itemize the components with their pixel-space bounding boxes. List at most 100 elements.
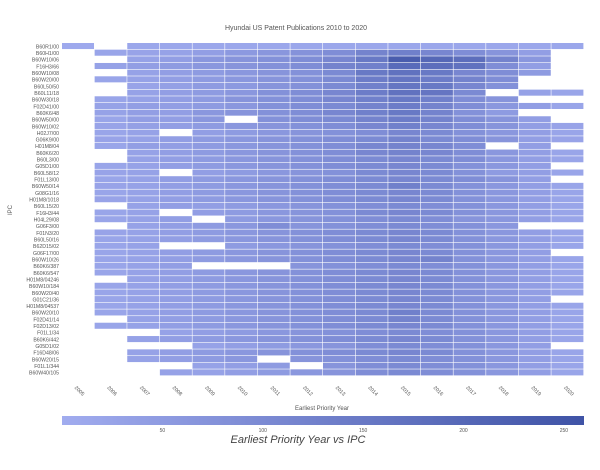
- heatmap-cell: [159, 176, 192, 183]
- heatmap-cell: [551, 189, 584, 196]
- heatmap-cell: [323, 256, 356, 263]
- y-tick-label: B60L58/12: [34, 171, 59, 177]
- heatmap-cell: [551, 149, 584, 156]
- heatmap-cell: [290, 162, 323, 169]
- heatmap-cell: [420, 316, 453, 323]
- y-tick-label: B60W40/105: [29, 371, 59, 377]
- heatmap-cell: [62, 109, 95, 116]
- heatmap-cell: [290, 222, 323, 229]
- y-tick-label: B60W10/184: [29, 284, 59, 290]
- heatmap-cell: [355, 196, 388, 203]
- heatmap-cell: [518, 202, 551, 209]
- heatmap-cell: [551, 162, 584, 169]
- heatmap-cell: [551, 322, 584, 329]
- heatmap-cell: [159, 222, 192, 229]
- heatmap-cell: [420, 216, 453, 223]
- heatmap-cell: [94, 276, 127, 283]
- heatmap-cell: [323, 182, 356, 189]
- heatmap-cell: [62, 276, 95, 283]
- heatmap-cell: [420, 322, 453, 329]
- heatmap-cell: [225, 309, 258, 316]
- heatmap-cell: [94, 336, 127, 343]
- heatmap-cell: [225, 156, 258, 163]
- heatmap-cell: [453, 216, 486, 223]
- heatmap-cell: [192, 242, 225, 249]
- x-tick-label: 2018: [497, 385, 509, 397]
- heatmap-cell: [62, 256, 95, 263]
- heatmap-cell: [127, 136, 160, 143]
- heatmap-cell: [355, 96, 388, 103]
- heatmap-cell: [551, 76, 584, 83]
- heatmap-cell: [192, 182, 225, 189]
- heatmap-cell: [355, 142, 388, 149]
- heatmap-cell: [551, 242, 584, 249]
- heatmap-cell: [225, 322, 258, 329]
- heatmap-cell: [94, 149, 127, 156]
- heatmap-cell: [355, 296, 388, 303]
- heatmap-cell: [192, 82, 225, 90]
- heatmap-cell: [192, 276, 225, 283]
- heatmap-cell: [551, 329, 584, 336]
- heatmap-cell: [94, 62, 127, 70]
- heatmap-cell: [62, 342, 95, 349]
- heatmap-cell: [323, 136, 356, 143]
- heatmap-cell: [62, 142, 95, 149]
- heatmap-cell: [225, 256, 258, 263]
- heatmap-cell: [225, 69, 258, 76]
- heatmap-cell: [323, 222, 356, 229]
- heatmap-cell: [518, 216, 551, 223]
- heatmap-cell: [290, 289, 323, 296]
- heatmap-cell: [192, 56, 225, 63]
- heatmap-cell: [551, 96, 584, 103]
- heatmap-cell: [94, 43, 127, 50]
- heatmap-cell: [420, 142, 453, 149]
- heatmap-cell: [518, 369, 551, 376]
- heatmap-cell: [127, 322, 160, 329]
- heatmap-cell: [225, 216, 258, 223]
- heatmap-cell: [94, 129, 127, 136]
- heatmap-cell: [290, 56, 323, 63]
- heatmap-cell: [192, 336, 225, 343]
- heatmap-cell: [225, 296, 258, 303]
- heatmap-cell: [420, 169, 453, 176]
- heatmap-cell: [225, 109, 258, 116]
- heatmap-cell: [127, 56, 160, 63]
- heatmap-cell: [551, 296, 584, 303]
- y-tick-label: B60H1/00: [36, 51, 59, 57]
- heatmap-cell: [486, 49, 519, 56]
- heatmap-cell: [257, 302, 290, 309]
- heatmap-cell: [420, 89, 453, 96]
- heatmap-cell: [192, 62, 225, 70]
- heatmap-cell: [486, 109, 519, 116]
- heatmap-cell: [420, 49, 453, 56]
- heatmap-cell: [388, 349, 421, 356]
- heatmap-cell: [420, 242, 453, 249]
- heatmap-cell: [225, 62, 258, 70]
- heatmap-cell: [518, 316, 551, 323]
- heatmap-cell: [388, 329, 421, 336]
- heatmap-cell: [323, 249, 356, 256]
- y-tick-label: F16H3/44: [36, 211, 59, 217]
- x-tick-label: 2008: [171, 385, 183, 397]
- y-tick-label: F02D13/02: [33, 324, 59, 330]
- heatmap-cell: [290, 149, 323, 156]
- heatmap-cell: [159, 43, 192, 50]
- heatmap-cell: [453, 229, 486, 236]
- y-tick-label: F01L1/34: [37, 331, 59, 337]
- chart-title: Hyundai US Patent Publications 2010 to 2…: [225, 25, 367, 32]
- heatmap-cell: [453, 76, 486, 83]
- heatmap-cell: [551, 56, 584, 63]
- heatmap-cell: [62, 329, 95, 336]
- heatmap-cell: [388, 142, 421, 149]
- heatmap-cell: [127, 116, 160, 123]
- heatmap-cell: [453, 356, 486, 363]
- heatmap-cell: [127, 176, 160, 183]
- heatmap-cell: [486, 62, 519, 70]
- heatmap-cell: [388, 69, 421, 76]
- heatmap-cell: [159, 322, 192, 329]
- heatmap-cell: [355, 202, 388, 209]
- heatmap-cell: [486, 242, 519, 249]
- heatmap-cell: [518, 309, 551, 316]
- heatmap-cell: [420, 202, 453, 209]
- y-tick-label: H04L29/08: [34, 217, 59, 223]
